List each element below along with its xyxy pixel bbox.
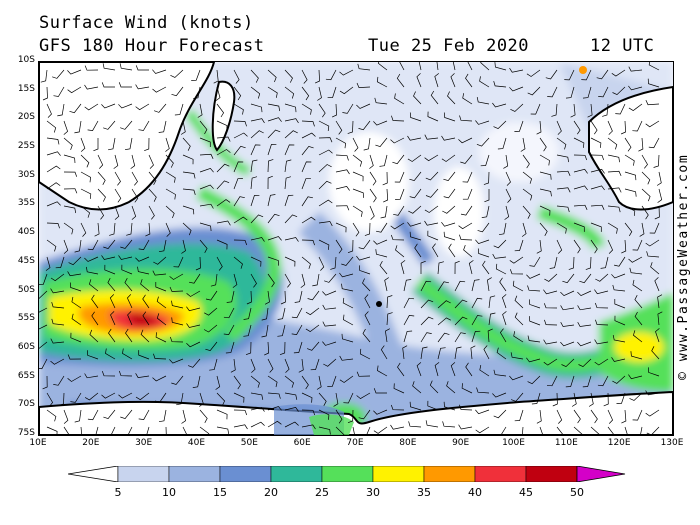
colorbar-segment [372, 466, 425, 482]
colorbar-tick-label: 35 [417, 486, 431, 499]
colorbar-tick-label: 10 [162, 486, 176, 499]
wind-speed-colorbar [68, 466, 626, 482]
colorbar-tick-label: 50 [570, 486, 584, 499]
colorbar-tick-label: 45 [519, 486, 533, 499]
colorbar-segment [117, 466, 170, 482]
latitude-label: 10S [17, 55, 35, 65]
longitude-label: 80E [399, 438, 417, 448]
colorbar-segment [219, 466, 272, 482]
latitude-label: 35S [17, 198, 35, 209]
latitude-label: 65S [17, 370, 35, 381]
colorbar-segment [525, 466, 578, 482]
colorbar-tick-label: 30 [366, 486, 380, 499]
map-title: Surface Wind (knots) [39, 13, 254, 33]
latitude-label: 30S [17, 169, 35, 180]
wind-map[interactable] [38, 61, 674, 436]
colorbar-tick-label: 20 [264, 486, 278, 499]
latitude-label: 40S [17, 227, 35, 238]
forecast-time: 12 UTC [590, 36, 655, 56]
colorbar-segment [321, 466, 374, 482]
website-credit: © www.PassageWeather.com [676, 153, 691, 380]
colorbar-min-arrow [68, 466, 119, 482]
latitude-label: 50S [17, 284, 35, 295]
longitude-label: 130E [660, 438, 684, 448]
longitude-label: 120E [607, 438, 631, 448]
longitude-label: 100E [502, 438, 525, 448]
longitude-label: 90E [452, 438, 470, 448]
latitude-label: 15S [17, 83, 35, 94]
wind-field-canvas [39, 62, 673, 435]
latitude-label: 20S [17, 112, 35, 123]
wind-barbs [39, 62, 663, 435]
longitude-label: 70E [346, 438, 364, 448]
forecast-subtitle: GFS 180 Hour Forecast [39, 36, 265, 56]
colorbar-segment [423, 466, 476, 482]
longitude-label: 110E [554, 438, 578, 448]
longitude-label: 60E [293, 438, 311, 448]
forecast-date: Tue 25 Feb 2020 [368, 36, 530, 56]
longitude-label: 30E [135, 438, 153, 448]
colorbar-segment [270, 466, 323, 482]
latitude-label: 25S [17, 141, 35, 152]
colorbar-tick-label: 40 [468, 486, 482, 499]
colorbar-segment [168, 466, 221, 482]
colorbar-max-arrow [576, 466, 626, 482]
latitude-label: 60S [17, 341, 35, 352]
colorbar-tick-label: 25 [315, 486, 329, 499]
longitude-label: 10E [29, 438, 47, 448]
colorbar-tick-label: 5 [114, 486, 122, 499]
latitude-label: 45S [17, 255, 35, 266]
longitude-label: 40E [187, 438, 206, 448]
colorbar-tick-label: 15 [213, 486, 227, 499]
latitude-label: 70S [17, 399, 35, 410]
latitude-label: 75S [17, 428, 35, 438]
longitude-label: 50E [240, 438, 258, 448]
longitude-label: 20E [82, 438, 100, 448]
latitude-label: 55S [17, 313, 35, 324]
colorbar-segment [474, 466, 527, 482]
